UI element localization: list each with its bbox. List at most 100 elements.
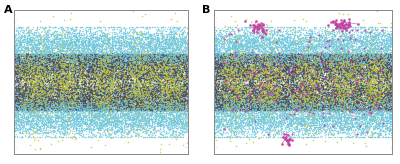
Point	[370, 75, 376, 77]
Point	[168, 93, 174, 96]
Point	[46, 72, 53, 74]
Point	[295, 92, 302, 95]
Point	[329, 38, 335, 40]
Point	[284, 87, 290, 89]
Point	[232, 104, 239, 107]
Point	[195, 92, 202, 95]
Point	[11, 54, 17, 56]
Point	[141, 45, 148, 47]
Point	[78, 41, 85, 43]
Point	[212, 99, 219, 102]
Point	[225, 63, 232, 65]
Point	[307, 125, 314, 127]
Point	[318, 86, 324, 89]
Point	[163, 36, 169, 39]
Point	[375, 41, 381, 44]
Point	[171, 58, 178, 61]
Point	[377, 86, 384, 89]
Point	[272, 71, 279, 74]
Point	[201, 72, 207, 74]
Point	[28, 58, 35, 61]
Point	[122, 99, 128, 101]
Point	[240, 117, 246, 120]
Point	[34, 39, 40, 42]
Point	[23, 73, 29, 75]
Point	[210, 134, 216, 137]
Point	[175, 121, 181, 123]
Point	[204, 112, 211, 114]
Point	[216, 72, 222, 74]
Point	[100, 107, 107, 109]
Point	[35, 108, 41, 111]
Point	[214, 121, 220, 123]
Point	[91, 121, 98, 124]
Point	[272, 74, 279, 76]
Point	[75, 92, 81, 94]
Point	[148, 72, 155, 74]
Point	[195, 84, 201, 87]
Point	[248, 39, 255, 42]
Point	[209, 86, 216, 89]
Point	[149, 45, 155, 48]
Point	[151, 57, 157, 60]
Point	[314, 99, 320, 102]
Point	[209, 94, 215, 96]
Point	[151, 83, 158, 86]
Point	[212, 125, 218, 127]
Point	[198, 51, 204, 54]
Point	[328, 62, 334, 65]
Point	[112, 41, 119, 44]
Point	[202, 78, 209, 80]
Point	[348, 59, 355, 61]
Point	[144, 113, 151, 115]
Point	[219, 108, 225, 111]
Point	[175, 119, 182, 121]
Point	[60, 47, 66, 49]
Point	[159, 109, 166, 112]
Point	[110, 84, 116, 87]
Point	[392, 72, 398, 75]
Point	[98, 77, 104, 80]
Point	[35, 110, 42, 113]
Point	[265, 91, 272, 93]
Point	[371, 127, 378, 130]
Point	[31, 123, 37, 126]
Point	[171, 38, 178, 40]
Point	[46, 54, 52, 56]
Point	[313, 86, 320, 89]
Point	[246, 118, 253, 120]
Point	[58, 99, 64, 102]
Point	[131, 105, 138, 107]
Point	[362, 100, 368, 103]
Point	[303, 88, 310, 90]
Point	[382, 53, 388, 56]
Point	[213, 102, 219, 104]
Point	[53, 45, 60, 48]
Point	[354, 122, 360, 124]
Point	[210, 90, 217, 92]
Point	[332, 75, 339, 78]
Point	[106, 99, 113, 101]
Point	[273, 70, 279, 73]
Point	[148, 56, 154, 59]
Point	[231, 66, 237, 68]
Point	[176, 88, 182, 90]
Point	[60, 121, 66, 124]
Point	[28, 52, 34, 55]
Point	[363, 43, 370, 46]
Point	[66, 100, 73, 102]
Point	[245, 59, 252, 61]
Point	[214, 48, 220, 51]
Point	[127, 78, 133, 81]
Point	[344, 77, 350, 80]
Point	[324, 69, 331, 72]
Point	[166, 100, 172, 102]
Point	[82, 47, 88, 49]
Point	[184, 31, 191, 34]
Point	[260, 100, 266, 102]
Point	[0, 34, 3, 37]
Point	[106, 72, 112, 74]
Point	[287, 53, 293, 56]
Point	[182, 50, 188, 52]
Point	[92, 66, 98, 69]
